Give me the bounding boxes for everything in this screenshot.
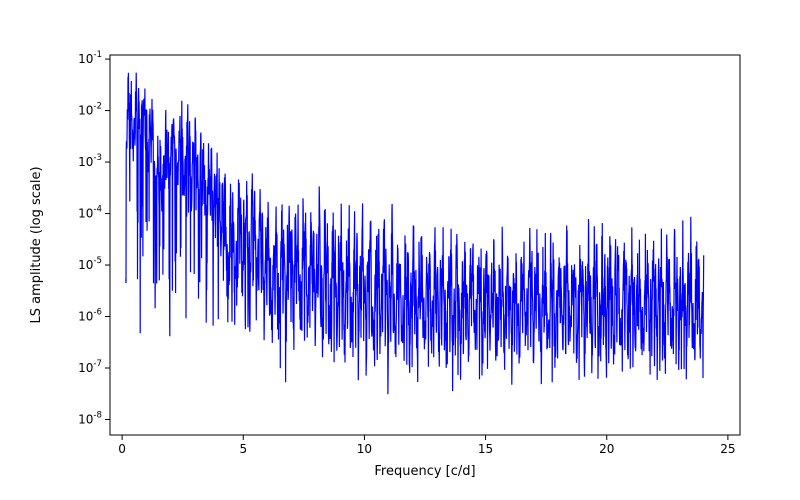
x-tick-label: 15 <box>478 442 493 456</box>
x-tick-label: 0 <box>118 442 126 456</box>
x-tick-label: 10 <box>357 442 372 456</box>
x-tick-label: 5 <box>239 442 247 456</box>
y-axis-label: LS amplitude (log scale) <box>29 166 44 323</box>
ls-amplitude-chart: 051015202510-810-710-610-510-410-310-210… <box>0 0 800 500</box>
x-tick-label: 20 <box>599 442 614 456</box>
x-axis-label: Frequency [c/d] <box>374 464 475 479</box>
x-tick-label: 25 <box>720 442 735 456</box>
